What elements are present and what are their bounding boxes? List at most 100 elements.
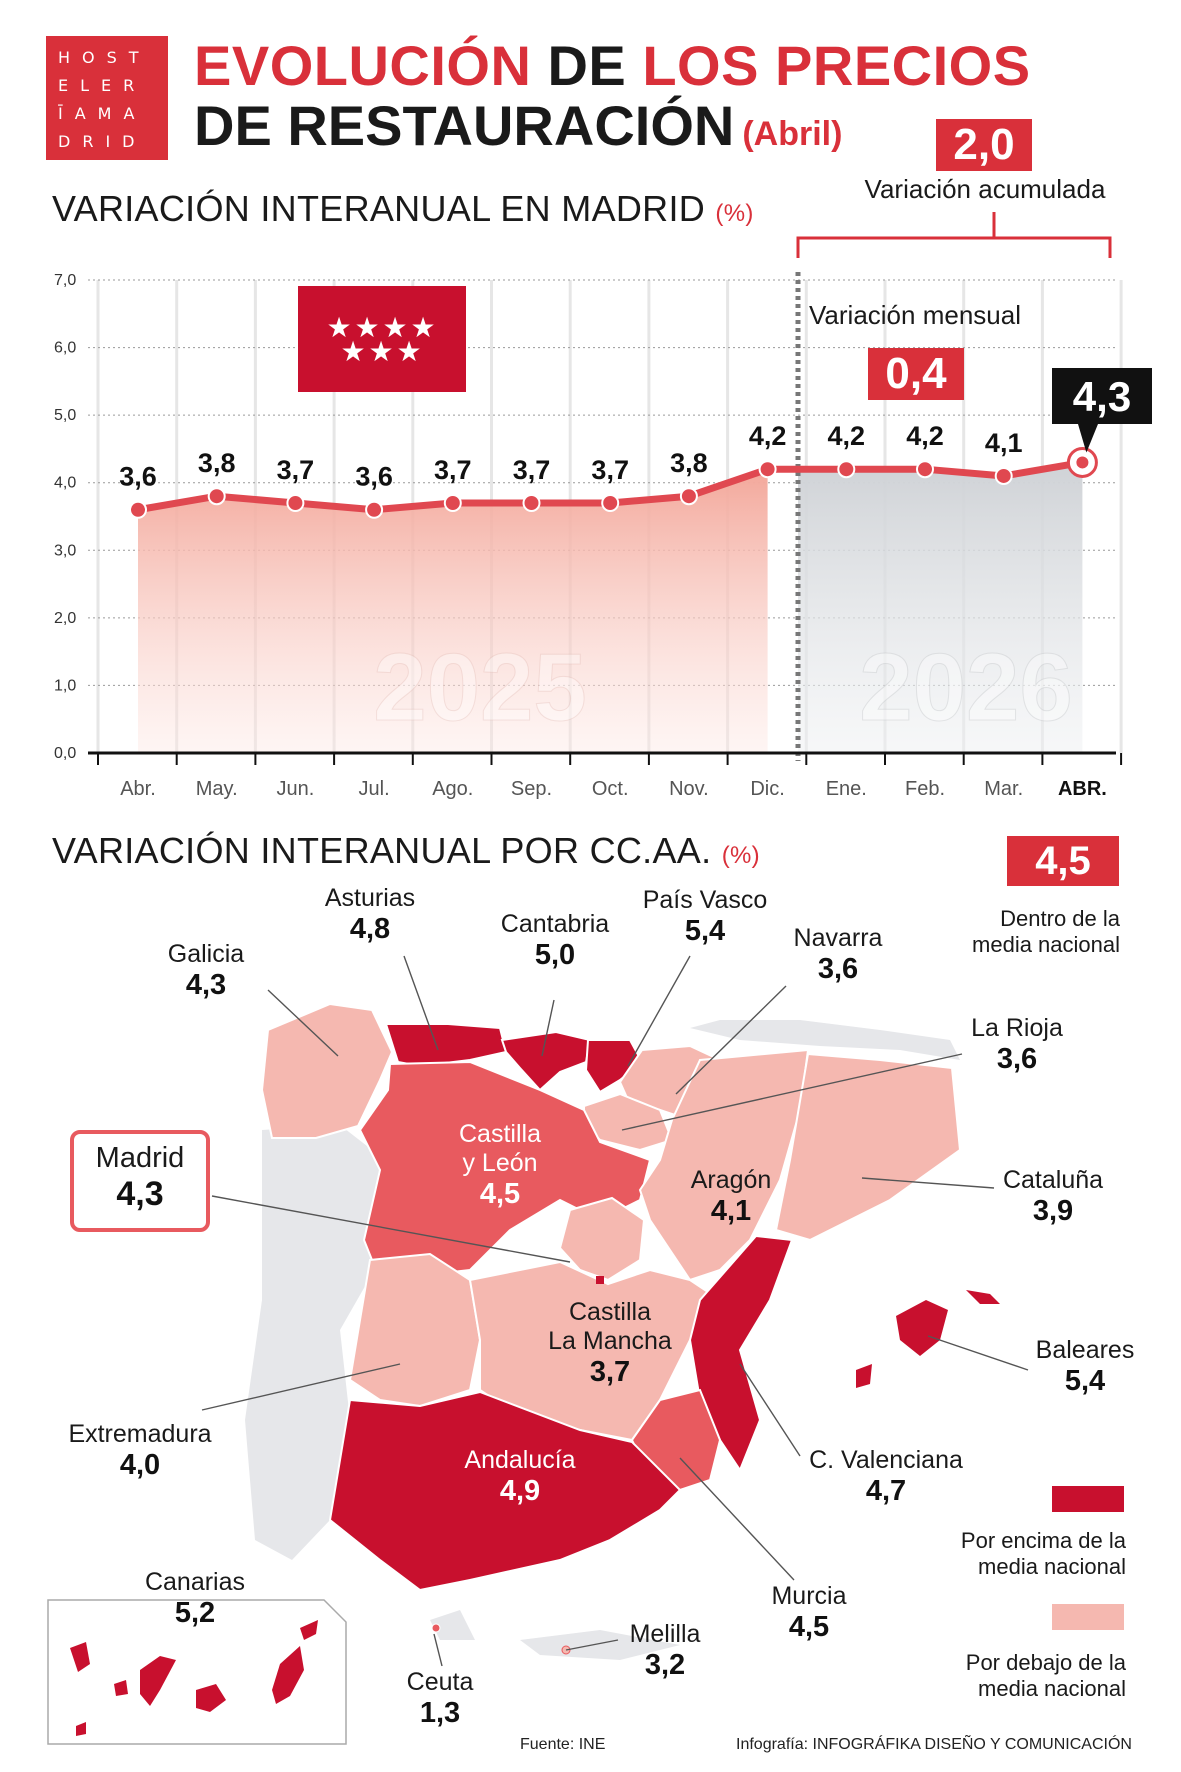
galicia-value: 4,3	[185, 969, 227, 1001]
latest-value-box	[1052, 368, 1152, 424]
national-average-label: Dentro de la media nacional	[950, 906, 1120, 958]
page-title-line2: DE RESTAURACIÓN (Abril)	[194, 94, 842, 166]
asturias-name: Asturias	[324, 884, 416, 912]
label-cataluna: Cataluña 3,9	[988, 1166, 1118, 1228]
data-point	[443, 493, 462, 512]
x-tick-label: Nov.	[669, 778, 709, 800]
label-pais-vasco: País Vasco 5,4	[630, 886, 780, 948]
melilla-value: 3,2	[644, 1649, 686, 1681]
logo-line: ĪAMA	[58, 104, 147, 123]
label-asturias: Asturias 4,8	[300, 884, 440, 946]
y-tick-label: 5,0	[54, 407, 76, 424]
data-point	[207, 487, 226, 506]
legend-above-swatch	[1052, 1486, 1124, 1512]
label-cantabria: Cantabria 5,0	[480, 910, 630, 972]
y-tick-label: 6,0	[54, 340, 76, 357]
area-2025	[138, 469, 768, 753]
x-tick-label: Dic.	[750, 778, 784, 800]
murcia-value: 4,5	[788, 1611, 830, 1643]
label-canarias: Canarias 5,2	[130, 1568, 260, 1630]
legend-below-line2: media nacional	[978, 1676, 1126, 1701]
data-point	[286, 493, 305, 512]
andalucia-value: 4,9	[499, 1475, 541, 1507]
data-point	[837, 460, 856, 479]
label-aragon: Aragón 4,1	[666, 1166, 796, 1228]
flag-star-icon: ★	[340, 336, 365, 367]
monthly-value-box: 0,4	[868, 348, 964, 400]
la-rioja-name: La Rioja	[971, 1014, 1063, 1042]
legend-below-swatch	[1052, 1604, 1124, 1630]
castilla-leon-line2: y León	[462, 1149, 538, 1177]
data-label: 3,7	[434, 455, 472, 485]
navarra-value: 3,6	[817, 953, 859, 985]
national-label-line2: media nacional	[972, 932, 1120, 957]
legend-below-label: Por debajo de la media nacional	[930, 1650, 1126, 1702]
label-castilla-la-mancha: Castilla La Mancha 3,7	[530, 1298, 690, 1389]
year-label-2026: 2026	[859, 634, 1073, 741]
legend-below-line1: Por debajo de la	[965, 1650, 1126, 1675]
area-2026	[798, 462, 1083, 753]
data-point	[522, 493, 541, 512]
andalucia-name: Andalucía	[464, 1446, 576, 1474]
section-madrid-unit: (%)	[715, 200, 754, 227]
pais-vasco-value: 5,4	[684, 915, 726, 947]
region-pais-vasco	[584, 1039, 644, 1094]
x-tick-label: Jun.	[276, 778, 314, 800]
canarias-name: Canarias	[144, 1568, 246, 1596]
year-label-2025: 2025	[373, 634, 587, 741]
label-extremadura: Extremadura 4,0	[58, 1420, 222, 1482]
x-tick-label: Jul.	[359, 778, 390, 800]
accumulated-value-box: 2,0	[936, 119, 1032, 171]
pais-vasco-name: País Vasco	[642, 886, 768, 914]
c-valenciana-value: 4,7	[865, 1475, 907, 1507]
label-murcia: Murcia 4,5	[744, 1582, 874, 1644]
region-andalucia	[328, 1390, 682, 1592]
legend-above-line2: media nacional	[978, 1554, 1126, 1579]
galicia-name: Galicia	[167, 940, 245, 968]
national-average-box: 4,5	[1007, 836, 1119, 886]
canarias-island	[76, 1722, 86, 1736]
ceuta-name: Ceuta	[406, 1668, 474, 1696]
data-point	[916, 460, 934, 479]
data-label: 4,3	[1073, 373, 1131, 420]
legend-above-label: Por encima de la media nacional	[930, 1528, 1126, 1580]
baleares-value: 5,4	[1064, 1365, 1106, 1397]
cataluna-name: Cataluña	[1002, 1166, 1104, 1194]
x-tick-label: Feb.	[905, 778, 945, 800]
flag-star-icon: ★	[382, 312, 407, 343]
castilla-la-mancha-value: 3,7	[589, 1356, 631, 1388]
data-point	[129, 500, 147, 519]
data-label: 4,1	[985, 428, 1023, 458]
label-castilla-y-leon: Castilla y León 4,5	[430, 1120, 570, 1211]
label-andalucia: Andalucía 4,9	[440, 1446, 600, 1508]
canarias-island	[114, 1680, 128, 1696]
navarra-name: Navarra	[793, 924, 883, 952]
x-tick-label: May.	[196, 778, 238, 800]
x-tick-label: Sep.	[511, 778, 552, 800]
ceuta-value: 1,3	[419, 1697, 461, 1729]
region-baleares-menorca	[966, 1290, 1000, 1304]
data-label: 3,7	[513, 455, 551, 485]
latest-value-pointer	[1078, 424, 1098, 453]
x-tick-label: Ene.	[826, 778, 867, 800]
data-point	[758, 460, 777, 479]
region-baleares-mallorca	[896, 1300, 948, 1356]
murcia-name: Murcia	[771, 1582, 847, 1610]
data-point	[994, 466, 1013, 485]
y-tick-label: 1,0	[54, 677, 76, 694]
section-ccaa-title: VARIACIÓN INTERANUAL POR CC.AA. (%)	[52, 830, 760, 872]
title-dark-2: DE RESTAURACIÓN	[194, 94, 735, 157]
region-madrid	[558, 1196, 646, 1282]
label-melilla: Melilla 3,2	[610, 1620, 720, 1682]
logo-line: HOST	[58, 48, 151, 67]
label-madrid: Madrid 4,3	[70, 1130, 210, 1232]
cataluna-value: 3,9	[1032, 1195, 1074, 1227]
extremadura-value: 4,0	[119, 1449, 161, 1481]
baleares-name: Baleares	[1035, 1336, 1135, 1364]
data-label: 3,8	[670, 448, 708, 478]
section-madrid-title: VARIACIÓN INTERANUAL EN MADRID (%)	[52, 188, 754, 230]
x-tick-label: Oct.	[592, 778, 629, 800]
data-point	[365, 500, 384, 519]
y-tick-label: 4,0	[54, 475, 76, 492]
